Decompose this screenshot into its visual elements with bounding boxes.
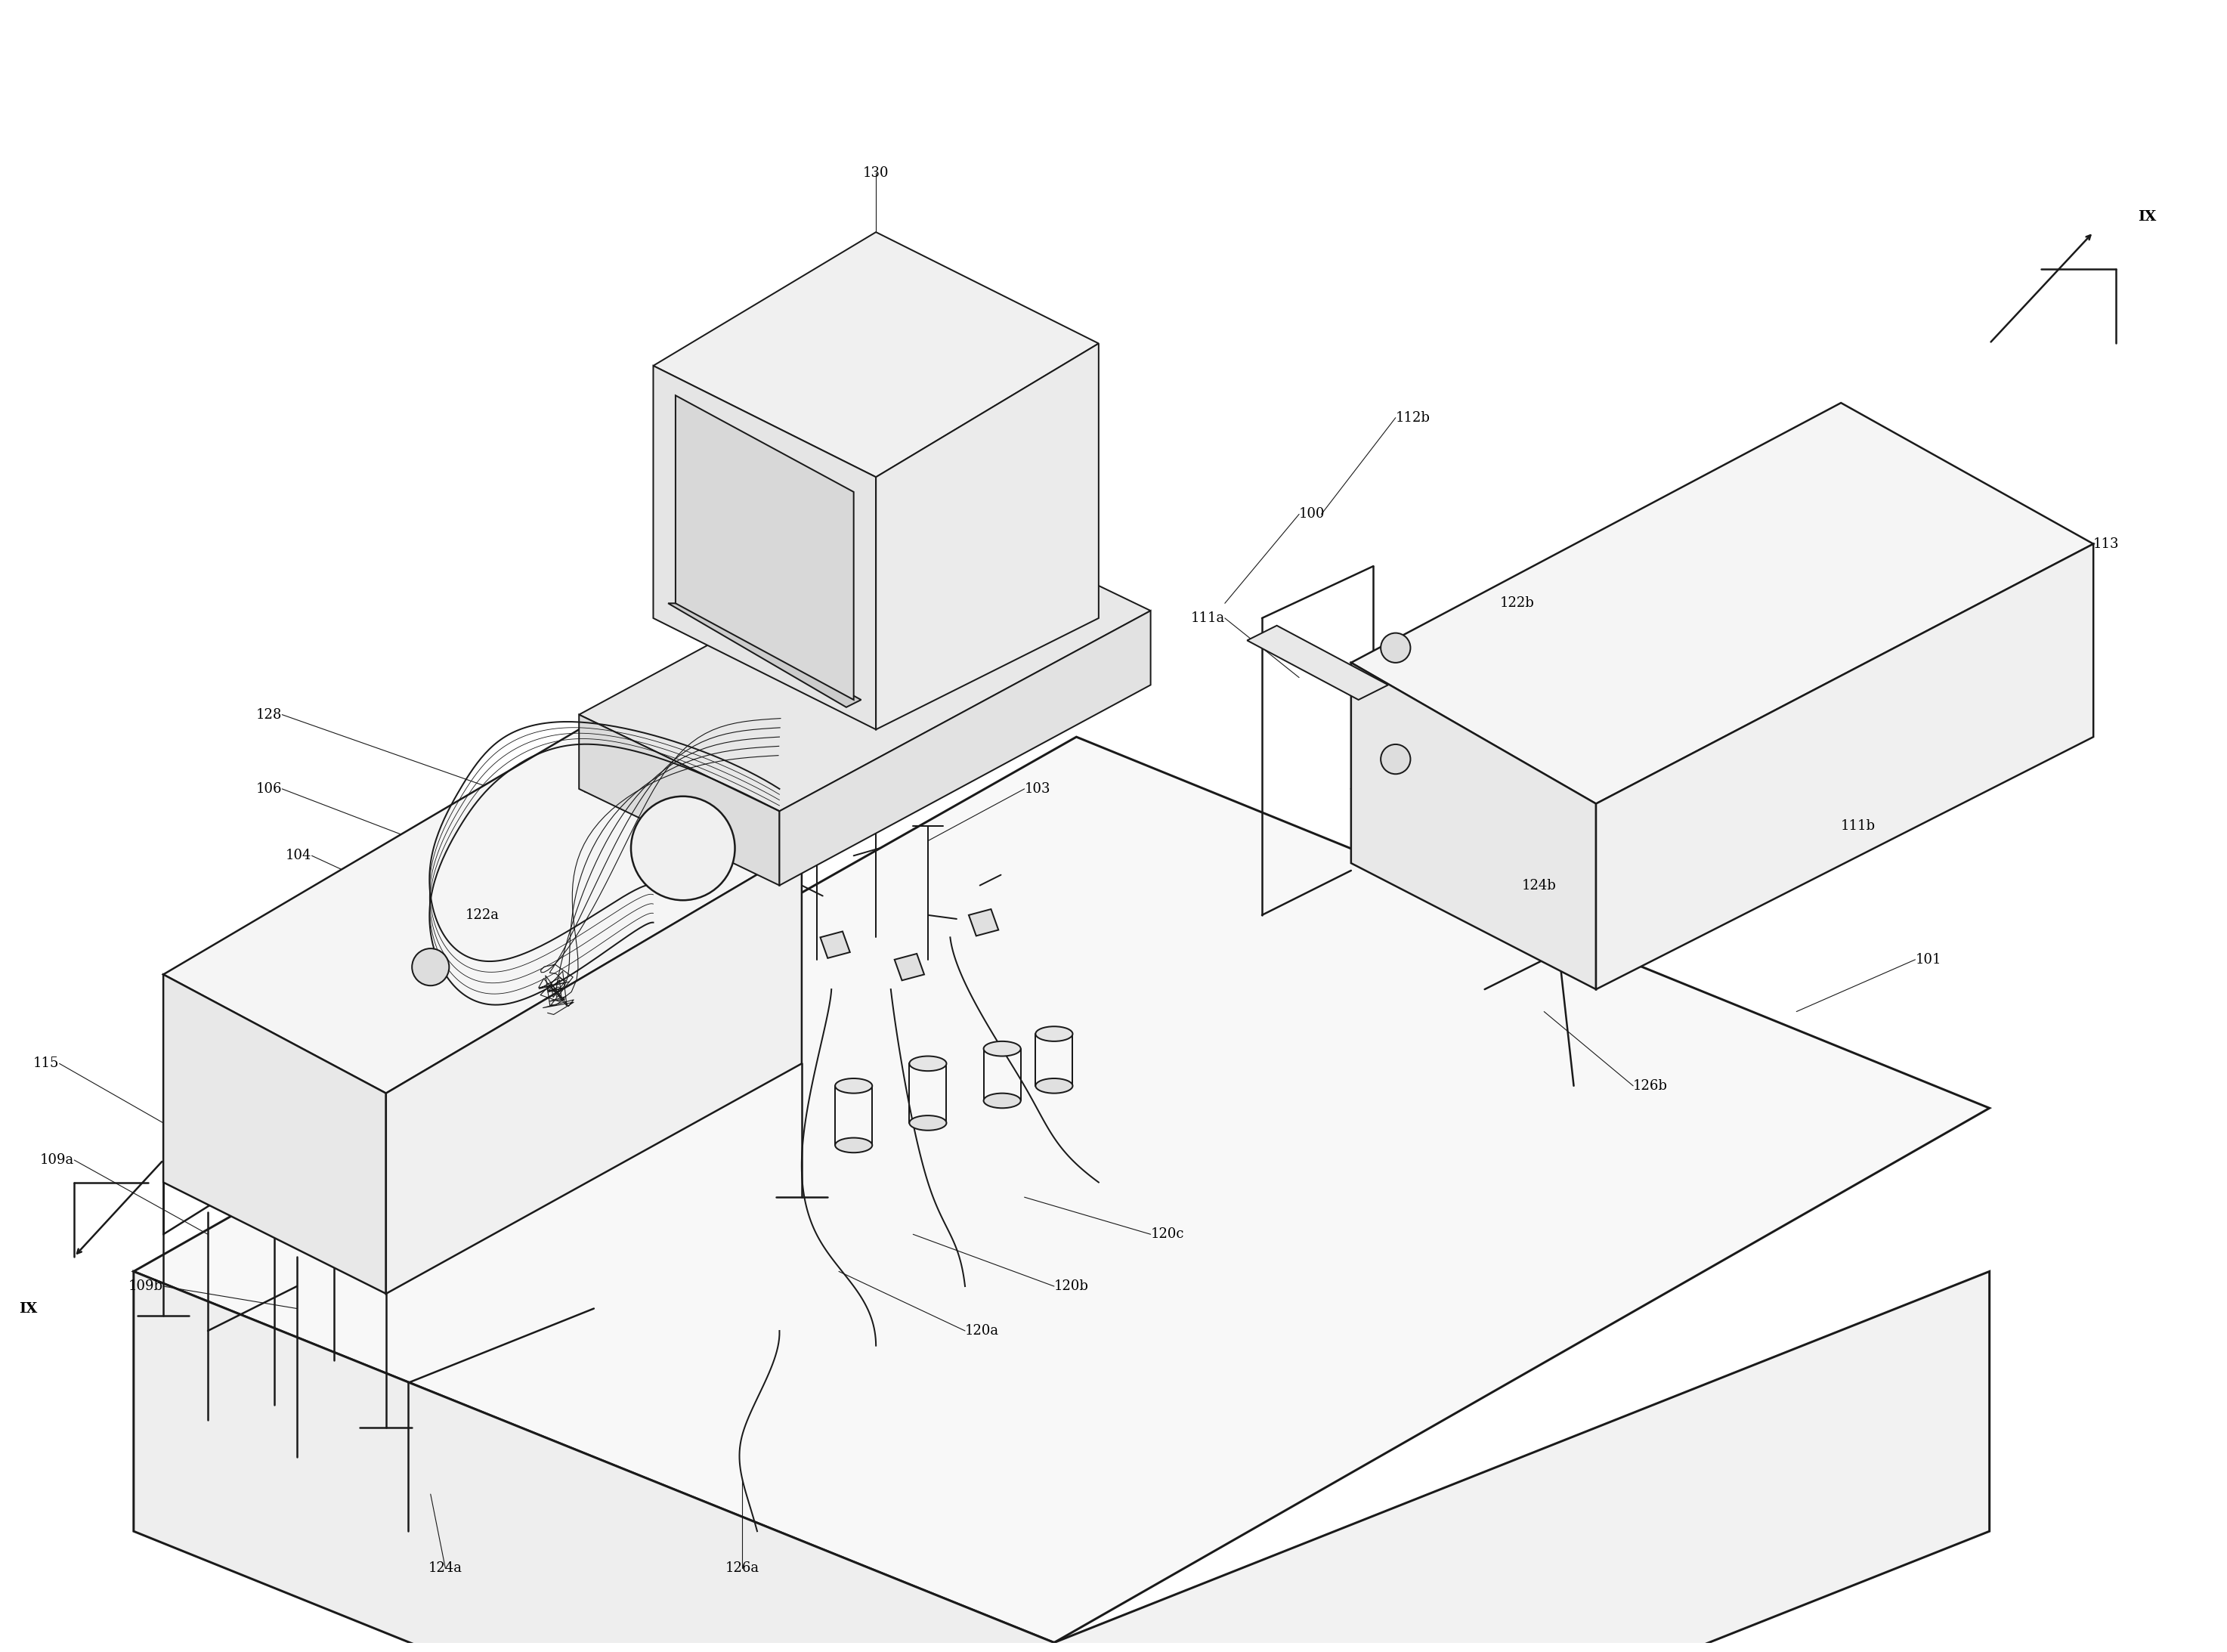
Polygon shape <box>895 953 924 980</box>
Text: 102: 102 <box>583 781 608 796</box>
Polygon shape <box>134 1272 1053 1652</box>
Text: 126a: 126a <box>726 1561 759 1574</box>
Circle shape <box>412 948 450 986</box>
Polygon shape <box>579 514 1151 811</box>
Text: IX: IX <box>18 1302 38 1315</box>
Polygon shape <box>1247 626 1387 700</box>
Text: 106: 106 <box>256 781 283 796</box>
Text: 104: 104 <box>285 849 312 862</box>
Text: 126b: 126b <box>1632 1079 1668 1092</box>
Polygon shape <box>385 847 802 1294</box>
Text: 111a: 111a <box>1191 611 1225 624</box>
Text: 115: 115 <box>33 1057 60 1070</box>
Text: 112b: 112b <box>1396 411 1430 425</box>
Ellipse shape <box>984 1041 1020 1056</box>
Polygon shape <box>779 611 1151 885</box>
Ellipse shape <box>1036 1026 1073 1041</box>
Text: 109a: 109a <box>40 1153 73 1166</box>
Text: 122b: 122b <box>1499 596 1534 610</box>
Polygon shape <box>969 909 998 937</box>
Text: 120b: 120b <box>1053 1279 1089 1294</box>
Text: 111b: 111b <box>1842 819 1875 833</box>
Ellipse shape <box>909 1056 946 1070</box>
Text: 130: 130 <box>862 165 889 180</box>
Text: 128: 128 <box>256 707 283 722</box>
Text: 109b: 109b <box>129 1279 163 1294</box>
Circle shape <box>630 796 735 900</box>
Polygon shape <box>653 365 875 730</box>
Text: 120c: 120c <box>1151 1227 1185 1241</box>
Polygon shape <box>134 737 1989 1642</box>
Text: 113: 113 <box>2093 537 2120 550</box>
Text: 132: 132 <box>980 537 1007 550</box>
Text: 124b: 124b <box>1521 879 1557 892</box>
Circle shape <box>1381 745 1410 775</box>
Polygon shape <box>653 233 1098 477</box>
Polygon shape <box>579 715 779 885</box>
Circle shape <box>1381 633 1410 662</box>
Polygon shape <box>163 975 385 1294</box>
Text: IX: IX <box>2138 210 2156 225</box>
Ellipse shape <box>835 1079 873 1094</box>
Text: 101: 101 <box>1915 953 1942 966</box>
Polygon shape <box>1352 662 1597 990</box>
Ellipse shape <box>1036 1079 1073 1094</box>
Ellipse shape <box>909 1115 946 1130</box>
Ellipse shape <box>835 1138 873 1153</box>
Polygon shape <box>875 344 1098 730</box>
Polygon shape <box>1352 403 2093 805</box>
Polygon shape <box>820 932 851 958</box>
Polygon shape <box>163 730 802 1094</box>
Text: 100: 100 <box>1298 507 1325 520</box>
Text: 124a: 124a <box>428 1561 463 1574</box>
Text: 120a: 120a <box>964 1323 1000 1338</box>
Polygon shape <box>668 603 862 707</box>
Text: 103: 103 <box>1024 781 1051 796</box>
Polygon shape <box>675 395 853 700</box>
Ellipse shape <box>984 1094 1020 1108</box>
Polygon shape <box>1597 544 2093 990</box>
Polygon shape <box>1053 1272 1989 1652</box>
Text: 122a: 122a <box>465 909 499 922</box>
